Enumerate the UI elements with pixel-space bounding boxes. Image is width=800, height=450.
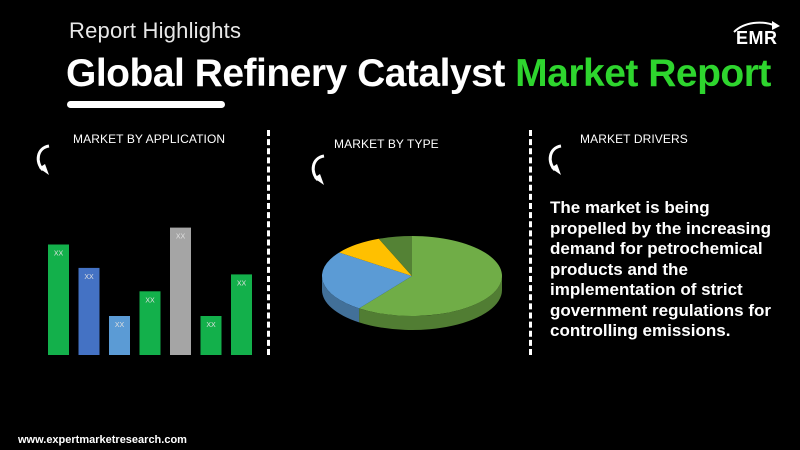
title-underline	[67, 101, 225, 108]
bar-data-label: XX	[145, 297, 155, 304]
section-divider-left	[267, 130, 270, 355]
report-highlights-subtitle: Report Highlights	[69, 18, 242, 43]
footer-url: www.expertmarketresearch.com	[18, 434, 187, 446]
footer-bar	[0, 428, 800, 450]
page-title: Global Refinery Catalyst Market Report	[66, 52, 771, 96]
market-drivers-label: MARKET DRIVERS	[580, 132, 688, 146]
bar-data-label: XX	[206, 322, 216, 329]
application-bar-chart: XX XX XX XX XX XX XX	[48, 227, 252, 355]
bar-2	[78, 267, 100, 355]
bar-data-label: XX	[176, 234, 186, 241]
market-drivers-text: The market is being propelled by the inc…	[550, 198, 772, 340]
bar-1	[48, 244, 69, 355]
bar-6	[200, 316, 222, 355]
pie-slice-side-1	[359, 276, 503, 330]
logo-text: EMR	[736, 28, 778, 48]
curved-arrow-icon	[548, 144, 562, 175]
bar-data-label: XX	[54, 251, 64, 258]
market-by-type-label: MARKET BY TYPE	[334, 137, 439, 151]
pie-slice-3	[339, 238, 412, 276]
pie-slice-side-2	[322, 276, 360, 323]
bar-4	[139, 291, 161, 355]
pie-slice-2	[322, 252, 412, 309]
curved-arrow-icon	[311, 154, 325, 185]
bar-data-label: XX	[115, 322, 125, 329]
title-main: Global Refinery Catalyst	[66, 52, 505, 95]
curved-arrow-icon	[36, 144, 50, 175]
logo-graphic	[733, 21, 780, 33]
bar-data-label: XX	[237, 280, 247, 287]
bar-3	[109, 316, 130, 355]
pie-slice-1	[359, 236, 502, 316]
type-pie-chart	[322, 236, 503, 330]
market-by-application-label: MARKET BY APPLICATION	[73, 132, 226, 146]
pie-slice-4	[378, 236, 412, 276]
bar-7	[231, 274, 252, 355]
bar-data-label: XX	[84, 274, 94, 281]
title-accent: Market Report	[515, 52, 771, 95]
emr-logo: EMR	[726, 18, 782, 50]
section-divider-right	[529, 130, 532, 355]
bar-5	[170, 227, 191, 355]
